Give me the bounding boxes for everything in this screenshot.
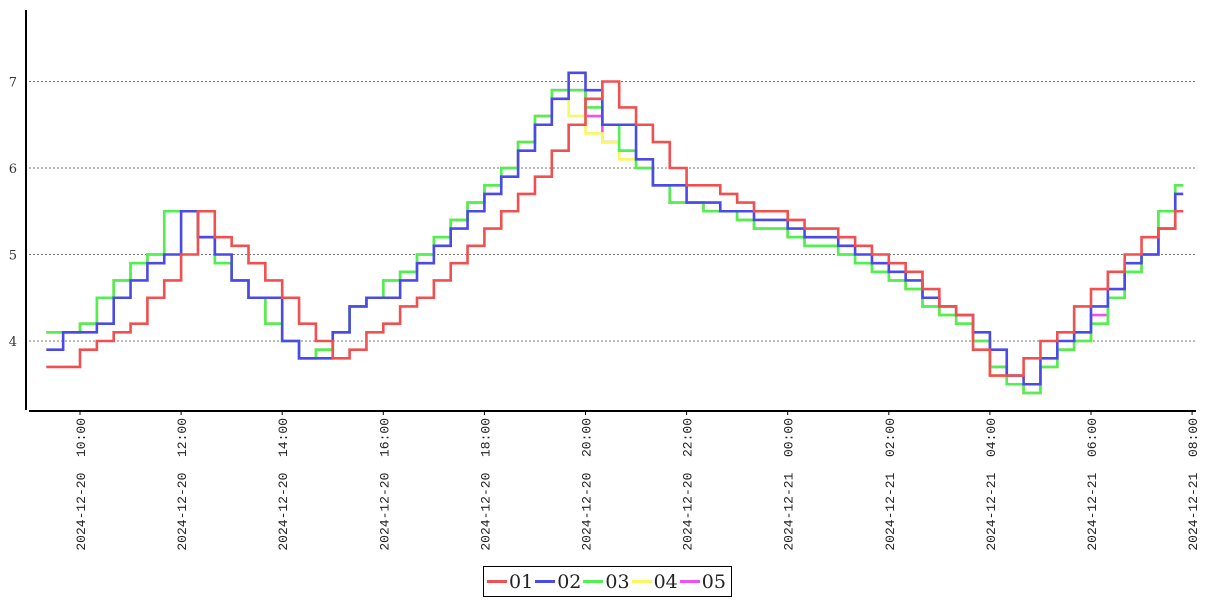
legend-item-02: 02 (535, 571, 581, 593)
legend-item-03: 03 (583, 570, 630, 593)
series-line-01 (46, 80, 1184, 377)
series-line-04 (46, 97, 1184, 395)
legend: 01 02 03 04 05 (483, 566, 732, 597)
legend-item-01: 01 (487, 571, 533, 593)
legend-swatch (487, 580, 507, 583)
y-tick-labels: 4 5 6 7 (9, 76, 17, 351)
y-tick-label: 5 (9, 249, 17, 264)
y-tick-label: 4 (9, 335, 17, 350)
legend-label: 05 (701, 570, 726, 593)
series-line-05 (46, 88, 1184, 395)
legend-item-05: 05 (679, 570, 726, 593)
series-line-03 (46, 88, 1184, 395)
y-tick-label: 6 (9, 162, 17, 177)
legend-label: 01 (509, 570, 534, 593)
x-tick-label: 2024-12-20 22:00 (681, 418, 696, 551)
legend-swatch (631, 580, 652, 583)
x-tick-label: 2024-12-21 04:00 (984, 418, 999, 551)
x-tick-label: 2024-12-20 14:00 (276, 418, 291, 551)
x-tick-labels: 2024-12-20 10:00 2024-12-20 12:00 2024-12-… (74, 411, 1201, 551)
legend-label: 03 (605, 570, 630, 593)
legend-swatch (535, 580, 556, 583)
grid-lines (29, 81, 1196, 342)
y-tick-label: 7 (9, 76, 17, 91)
legend-swatch (679, 580, 700, 583)
legend-label: 04 (653, 570, 678, 593)
x-tick-label: 2024-12-21 00:00 (782, 418, 797, 551)
series-lines (46, 71, 1184, 395)
x-tick-label: 2024-12-21 02:00 (883, 418, 898, 551)
x-tick-label: 2024-12-20 20:00 (580, 418, 595, 551)
legend-label: 02 (557, 570, 582, 593)
x-tick-label: 2024-12-21 08:00 (1186, 418, 1201, 551)
legend-item-04: 04 (631, 570, 678, 593)
x-tick-label: 2024-12-20 16:00 (377, 418, 392, 551)
series-line-02 (46, 71, 1184, 386)
x-tick-label: 2024-12-20 12:00 (175, 418, 190, 551)
x-tick-label: 2024-12-20 18:00 (478, 418, 493, 551)
x-tick-label: 2024-12-20 10:00 (74, 418, 89, 551)
legend-swatch (583, 580, 604, 583)
x-tick-label: 2024-12-21 06:00 (1085, 418, 1100, 551)
